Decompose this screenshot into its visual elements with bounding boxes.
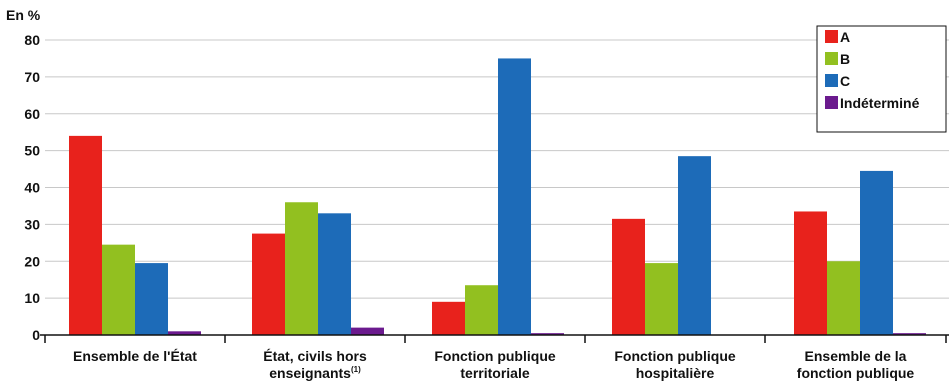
y-tick-label: 10 [24,290,40,306]
bar-b-2 [285,202,318,335]
y-tick-label: 0 [32,327,40,343]
bar-b-1 [102,244,135,335]
y-tick-label: 40 [24,180,40,196]
x-category-label: Ensemble de l'État [73,348,197,364]
legend-label: A [840,29,850,45]
bar-ind-termin--5 [893,333,926,335]
bar-ind-termin--2 [351,327,384,335]
bar-a-5 [794,211,827,335]
legend-label: B [840,51,850,67]
y-tick-label: 20 [24,253,40,269]
legend-label: C [840,73,850,89]
bar-ind-termin--3 [531,333,564,335]
x-category-label: territoriale [460,365,529,381]
x-category-label: État, civils hors [263,348,367,364]
legend-swatch [825,52,838,65]
y-tick-label: 30 [24,216,40,232]
legend-swatch [825,96,838,109]
bar-c-2 [318,213,351,335]
bars [69,58,926,335]
bar-b-5 [827,261,860,335]
legend-label: Indéterminé [840,95,920,111]
bar-b-3 [465,285,498,335]
x-category-label: hospitalière [636,365,715,381]
footnote-mark: (1) [351,365,361,374]
x-axis-labels: Ensemble de l'État État, civils horsensei… [73,348,914,381]
bar-a-2 [252,233,285,335]
x-axis [40,334,949,343]
gridlines [45,39,949,299]
y-axis-ticks: 0 10 20 30 40 50 60 70 80 [24,32,40,343]
y-unit-label: En % [6,7,41,23]
bar-c-3 [498,58,531,335]
legend: ABC Indéterminé [816,25,947,133]
y-tick-label: 70 [24,69,40,85]
y-tick-label: 50 [24,143,40,159]
x-category-label: Fonction publique [614,348,736,364]
bar-c-1 [135,263,168,335]
bar-a-3 [432,301,465,335]
legend-box [816,25,947,133]
x-category-label: Fonction publique [434,348,556,364]
y-tick-label: 80 [24,32,40,48]
bar-a-4 [612,218,645,335]
x-category-label: enseignants(1) [269,365,361,381]
legend-swatch [825,30,838,43]
bar-b-4 [645,263,678,335]
x-category-label: Ensemble de la [805,348,907,364]
legend-swatch [825,74,838,87]
y-tick-label: 60 [24,106,40,122]
bar-c-4 [678,156,711,335]
bar-ind-termin--1 [168,331,201,335]
x-category-label: fonction publique [797,365,915,381]
bar-a-1 [69,135,102,335]
bar-c-5 [860,170,893,335]
